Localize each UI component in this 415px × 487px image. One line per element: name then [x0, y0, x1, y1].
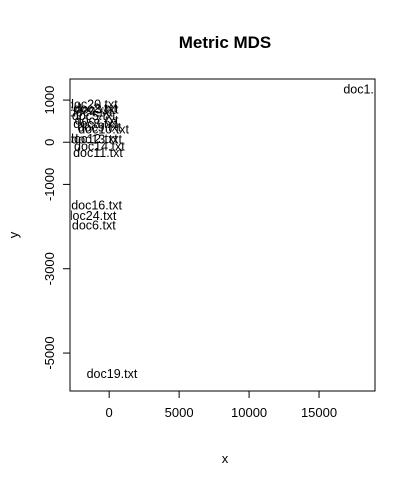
x-tick-label: 5000 — [165, 405, 194, 420]
y-tick-label: 1000 — [42, 86, 57, 115]
point-label: doc20.txt — [67, 97, 118, 111]
point-label: doc19.txt — [87, 367, 138, 381]
point-label: doc7.txt — [75, 113, 119, 127]
point-label: doc14.txt — [74, 139, 125, 153]
point-label: doc5.txt — [72, 109, 116, 123]
y-tick-label: -1000 — [42, 168, 57, 201]
x-tick-label: 15000 — [301, 405, 337, 420]
y-tick-label: -5000 — [42, 336, 57, 369]
y-tick-label: 0 — [42, 139, 57, 146]
x-axis: 0 5000 10000 15000 — [106, 390, 337, 420]
point-label: doc10.txt — [78, 123, 129, 137]
x-axis-label: x — [222, 451, 229, 466]
chart-title: Metric MDS — [179, 33, 272, 52]
point-label: doc13.txt — [71, 133, 122, 147]
x-tick-label: 0 — [106, 405, 113, 420]
point-label: doc1.txt — [343, 83, 387, 97]
y-axis: 1000 0 -1000 -3000 -5000 — [42, 86, 71, 370]
data-points: doc1.txt doc20.txtdoc2.txtdoc3.txtdoc4.tx… — [66, 83, 387, 382]
point-label: doc6.txt — [72, 218, 116, 232]
x-tick-label: 10000 — [231, 405, 267, 420]
y-tick-label: -3000 — [42, 252, 57, 285]
point-label: doc3.txt — [75, 102, 119, 116]
point-label: doc2.txt — [73, 102, 117, 116]
point-label: doc24.txt — [66, 209, 117, 223]
point-label: doc4.txt — [69, 106, 113, 120]
point-label: doc9.txt — [77, 120, 121, 134]
point-label: doc16.txt — [71, 198, 122, 212]
point-label: doc8.txt — [73, 117, 117, 131]
y-axis-label: y — [6, 231, 21, 238]
point-label: doc11.txt — [73, 146, 123, 160]
point-label: doc12.txt — [67, 132, 118, 146]
